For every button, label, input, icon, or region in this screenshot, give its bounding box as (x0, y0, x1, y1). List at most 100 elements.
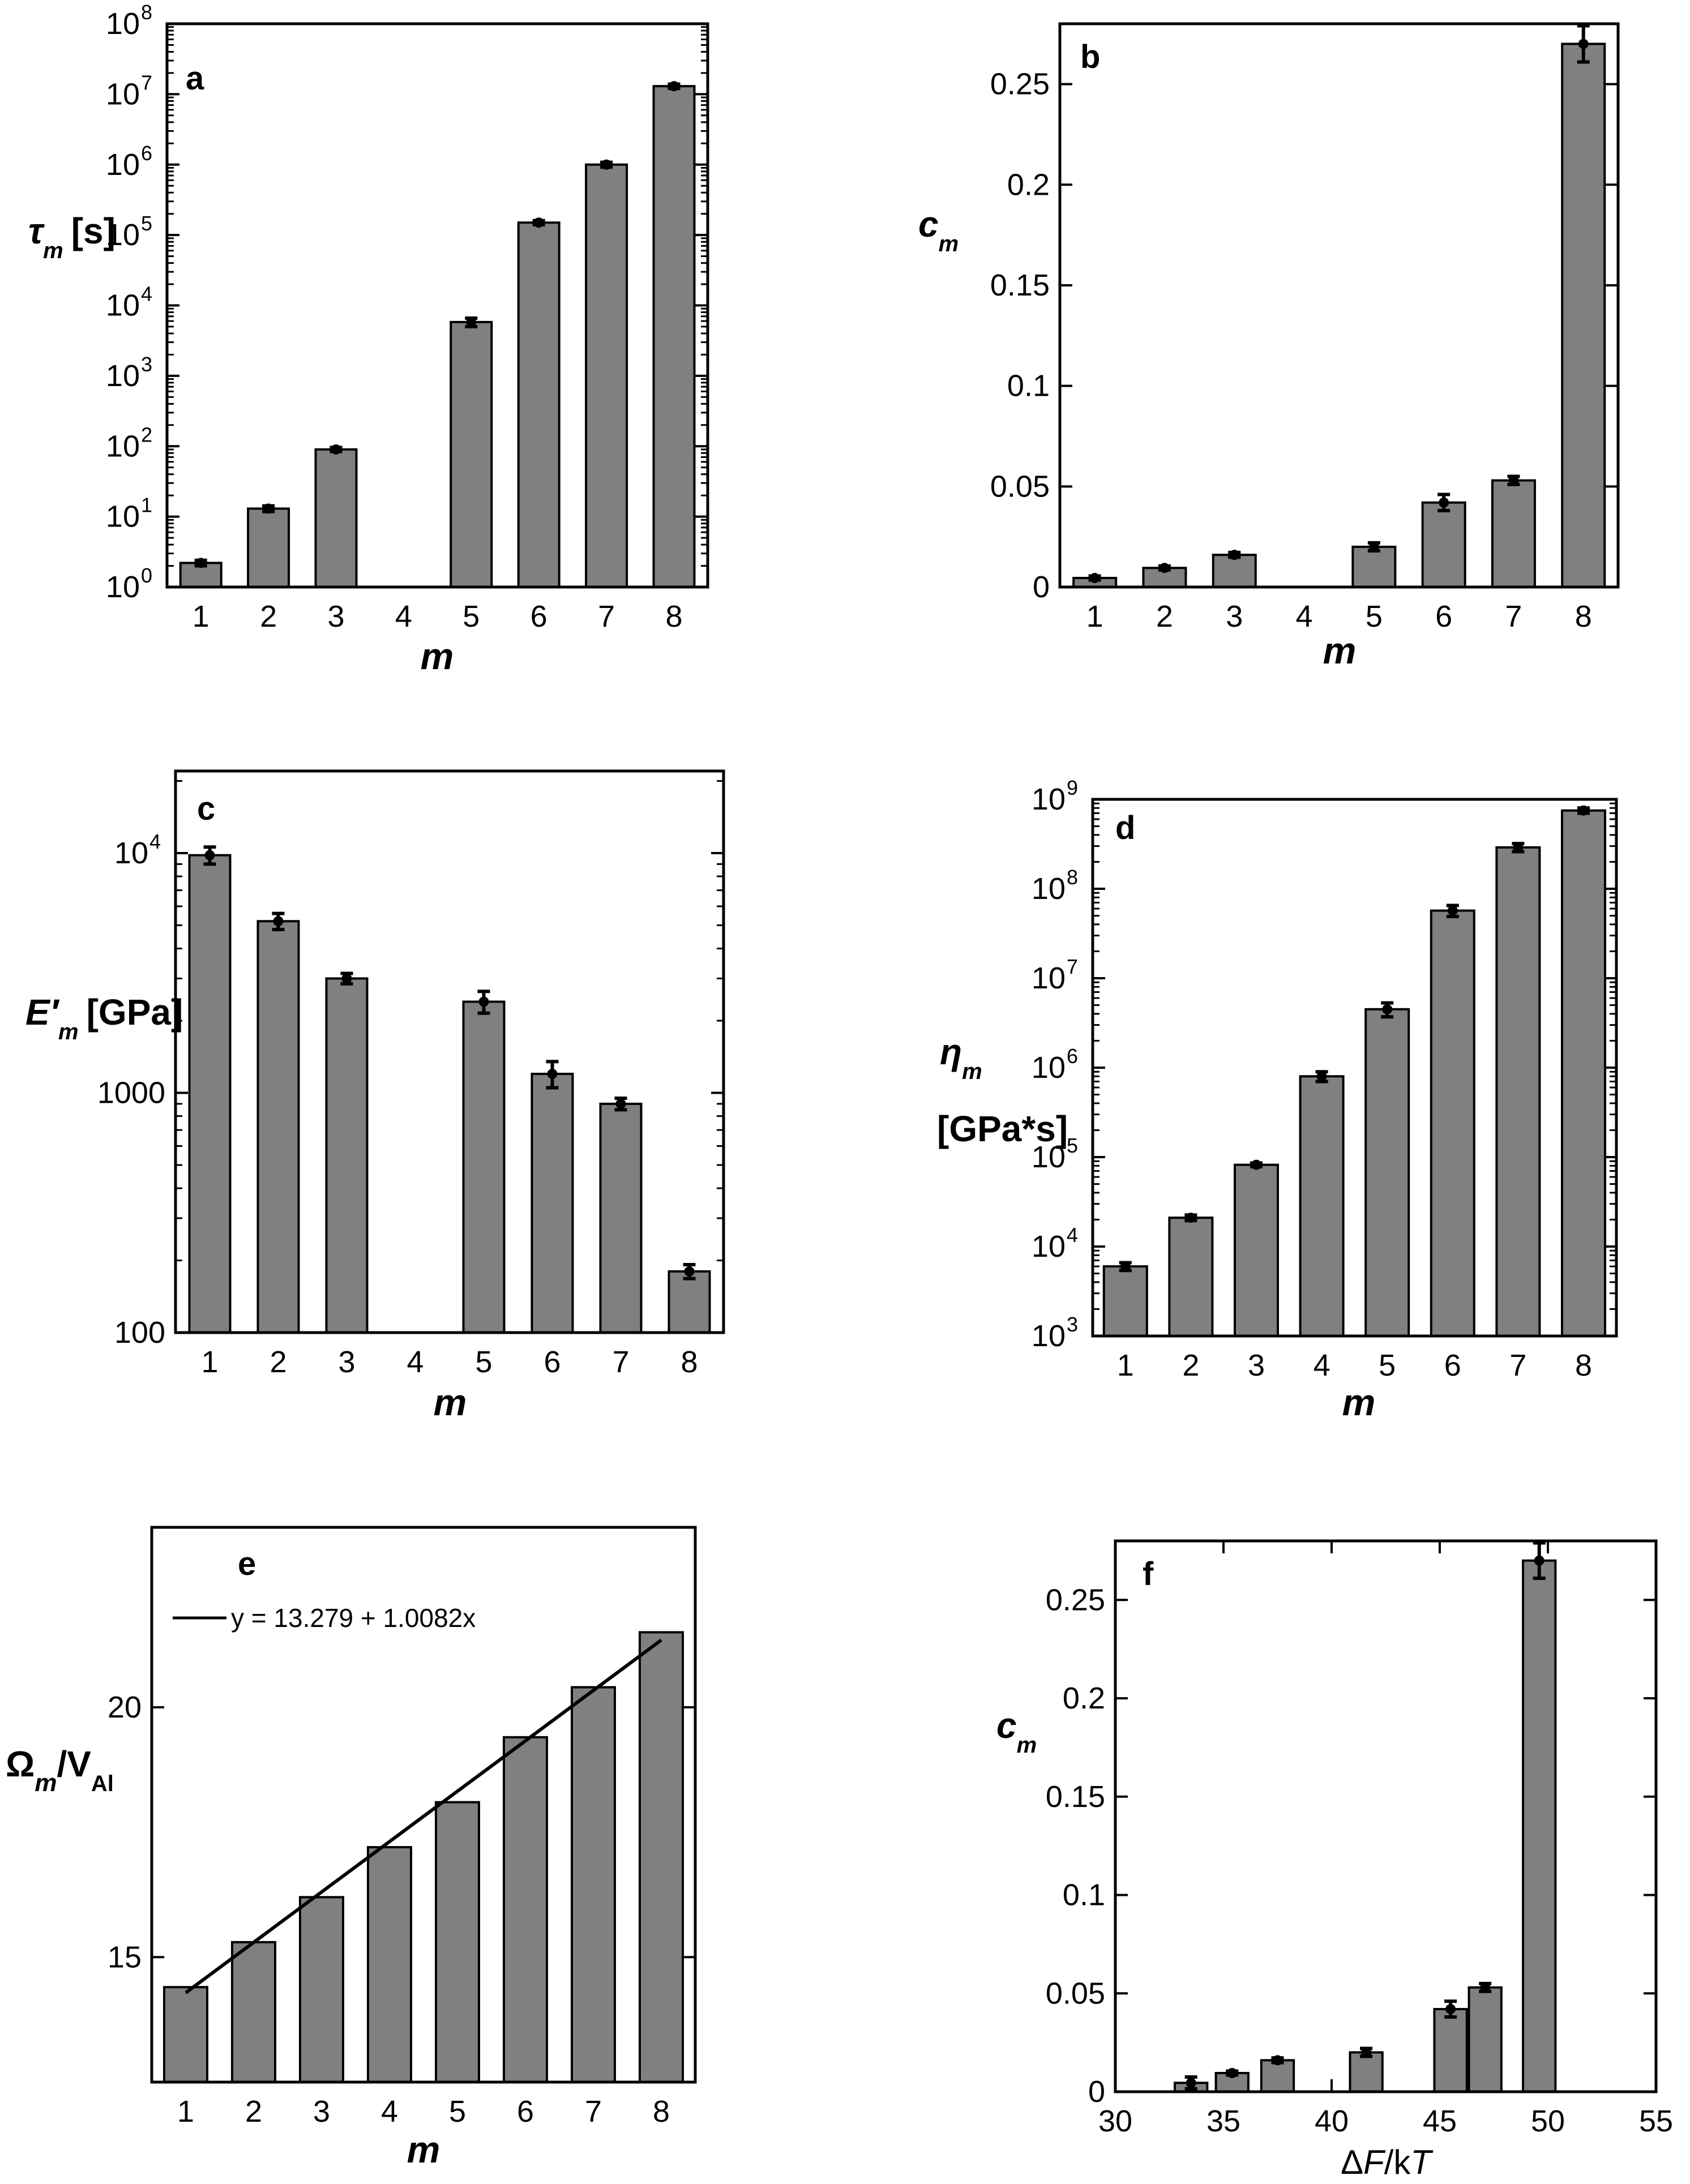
panel-b-errorbar-marker-2 (1159, 563, 1170, 573)
panel-d-xtick-label-8: 8 (1575, 1348, 1592, 1382)
panel-a-xtick-label-4: 4 (395, 599, 412, 633)
panel-a-ytick-exponent-2: 1 (141, 494, 152, 517)
panel-e-y-axis-label: Ωm/VAl (6, 1744, 114, 1797)
panel-f-errorbar-marker-3 (1272, 2055, 1283, 2066)
panel-c-xtick-label-7: 7 (612, 1345, 629, 1379)
panel-b-xtick-label-3: 3 (1226, 599, 1243, 633)
panel-a-ylabel-subscript: m (43, 238, 63, 263)
panel-c-errorbar-marker-5 (478, 996, 489, 1007)
panel-d-ytick-exponent-3: 5 (1067, 1134, 1078, 1157)
panel-b-errorbar-marker-8 (1578, 38, 1589, 49)
panel-a: a m τm [s] 10 010 110 210 310 410 510 610 710 81 2 3… (28, 1, 709, 677)
panel-d-errorbar-marker-3 (1251, 1159, 1261, 1170)
panel-c-xtick-label-2: 2 (269, 1345, 286, 1379)
panel-e-ylabel-sep: /V (57, 1744, 91, 1784)
panel-a-xtick-label-6: 6 (530, 599, 547, 633)
panel-c-ytick-label-3: 10 (114, 836, 148, 870)
panel-f-xtick-label-2: 35 (1206, 2104, 1240, 2138)
panel-d-y-axis-label: ηm [GPa*s] (937, 1031, 1068, 1149)
panel-f-label: f (1143, 1556, 1154, 1592)
panel-c-xtick-label-4: 4 (407, 1345, 423, 1379)
panel-d-errorbar-marker-2 (1186, 1213, 1196, 1223)
panel-c-errorbar-marker-6 (547, 1068, 558, 1079)
panel-c-errorbar-marker-7 (615, 1098, 626, 1109)
panel-a-xtick-label-8: 8 (665, 599, 682, 633)
panel-a-ytick-label-4: 10 (106, 359, 140, 393)
panel-e-bar-3 (299, 1896, 344, 2083)
panel-f-xtick-label-4: 45 (1423, 2104, 1457, 2138)
panel-f-ylabel-symbol: c (996, 1705, 1017, 1746)
panel-e-bar-4 (367, 1846, 412, 2084)
panel-e-bar-7 (571, 1686, 616, 2083)
panel-f-bar-5 (1433, 2008, 1468, 2093)
panel-a-errorbar-marker-1 (195, 558, 206, 568)
panel-d-ytick-exponent-7: 9 (1067, 776, 1078, 799)
panel-d-ytick-label-3: 10 (1032, 1140, 1066, 1174)
panel-d-errorbar-marker-8 (1578, 805, 1589, 816)
panel-e-xtick-label-2: 2 (245, 2095, 262, 2129)
panel-c-xtick-label-5: 5 (475, 1345, 492, 1379)
panel-a-ytick-label-6: 10 (106, 218, 140, 252)
panel-b-xtick-label-2: 2 (1156, 599, 1173, 633)
panel-f-errorbar-marker-4 (1361, 2047, 1372, 2058)
panel-f-errorbar-marker-1 (1186, 2078, 1196, 2088)
panel-a-ytick-exponent-3: 2 (141, 423, 152, 446)
panel-e-x-axis-label: m (407, 2129, 440, 2170)
panel-a-xtick-label-7: 7 (598, 599, 615, 633)
panel-b-ytick-label-3: 0.1 (1007, 369, 1050, 403)
panel-a-errorbar-marker-2 (263, 503, 274, 514)
panel-d-ytick-label-7: 10 (1032, 782, 1066, 816)
panel-f-errorbar-marker-6 (1480, 1982, 1491, 1993)
panel-a-label: a (186, 60, 204, 97)
panel-f-xtick-label-6: 55 (1639, 2104, 1673, 2138)
panel-a-ylabel-unit: [s] (71, 211, 115, 251)
panel-a-ytick-label-2: 10 (106, 500, 140, 534)
panel-f-y-axis-label: cm (996, 1705, 1037, 1758)
panel-f-bar-4 (1349, 2051, 1384, 2093)
panel-c-frame (174, 769, 725, 1334)
panel-c-bar-6 (530, 1072, 574, 1334)
panel-d-xtick-label-6: 6 (1444, 1348, 1461, 1382)
panel-d-bar-5 (1364, 1008, 1410, 1338)
panel-d-ylabel-unit: [GPa*s] (937, 1108, 1068, 1149)
panel-b-bar-8 (1561, 42, 1606, 589)
panel-b-ylabel-symbol: c (918, 204, 939, 245)
panel-e-ytick-label-1: 15 (108, 1940, 142, 1974)
panel-e-bar-2 (231, 1941, 276, 2083)
panel-d-bar-8 (1561, 809, 1606, 1338)
panel-c-ylabel-subscript: m (58, 1020, 79, 1044)
panel-e-legend-text: y = 13.279 + 1.0082x (231, 1603, 476, 1633)
panel-d-bar-1 (1102, 1265, 1148, 1337)
panel-a-ytick-label-9: 10 (106, 7, 140, 41)
panel-a-bar-7 (585, 163, 628, 588)
panel-f-ytick-label-4: 0.15 (1046, 1780, 1105, 1814)
panel-b-bar-5 (1351, 545, 1397, 589)
panel-a-bar-3 (314, 448, 358, 589)
panel-c-xtick-label-1: 1 (201, 1345, 218, 1379)
panel-c-bar-5 (462, 1000, 506, 1334)
panel-b-frame (1058, 22, 1620, 589)
panel-c-ylabel-symbol: E′ (25, 992, 60, 1033)
panel-a-ytick-exponent-1: 0 (141, 564, 152, 587)
panel-d-xtick-label-3: 3 (1248, 1348, 1265, 1382)
panel-f-ytick-label-6: 0.25 (1046, 1583, 1105, 1617)
panel-a-xtick-label-1: 1 (192, 599, 209, 633)
panel-b-xtick-label-7: 7 (1505, 599, 1522, 633)
panel-c-xtick-label-6: 6 (544, 1345, 561, 1379)
panel-c-ytick-exponent-3: 4 (149, 830, 161, 853)
panel-e-xtick-label-1: 1 (177, 2095, 194, 2129)
panel-d-bar-2 (1168, 1217, 1214, 1337)
panel-b-y-axis-label: cm (918, 204, 959, 256)
panel-a-ytick-exponent-5: 4 (141, 282, 152, 306)
panel-e-ytick-label-2: 20 (108, 1690, 142, 1724)
panel-b-xtick-label-5: 5 (1366, 599, 1383, 633)
panel-f-errorbar-marker-5 (1445, 2004, 1456, 2015)
panel-a-errorbar-marker-8 (669, 81, 679, 92)
panel-a-ytick-exponent-6: 5 (141, 212, 152, 235)
panel-e-xtick-label-5: 5 (449, 2095, 466, 2129)
panel-b-ytick-label-1: 0 (1033, 570, 1050, 604)
panel-a-bar-6 (517, 221, 561, 589)
panel-d-errorbar-marker-1 (1120, 1261, 1131, 1272)
panel-f-ytick-label-3: 0.1 (1063, 1878, 1105, 1912)
